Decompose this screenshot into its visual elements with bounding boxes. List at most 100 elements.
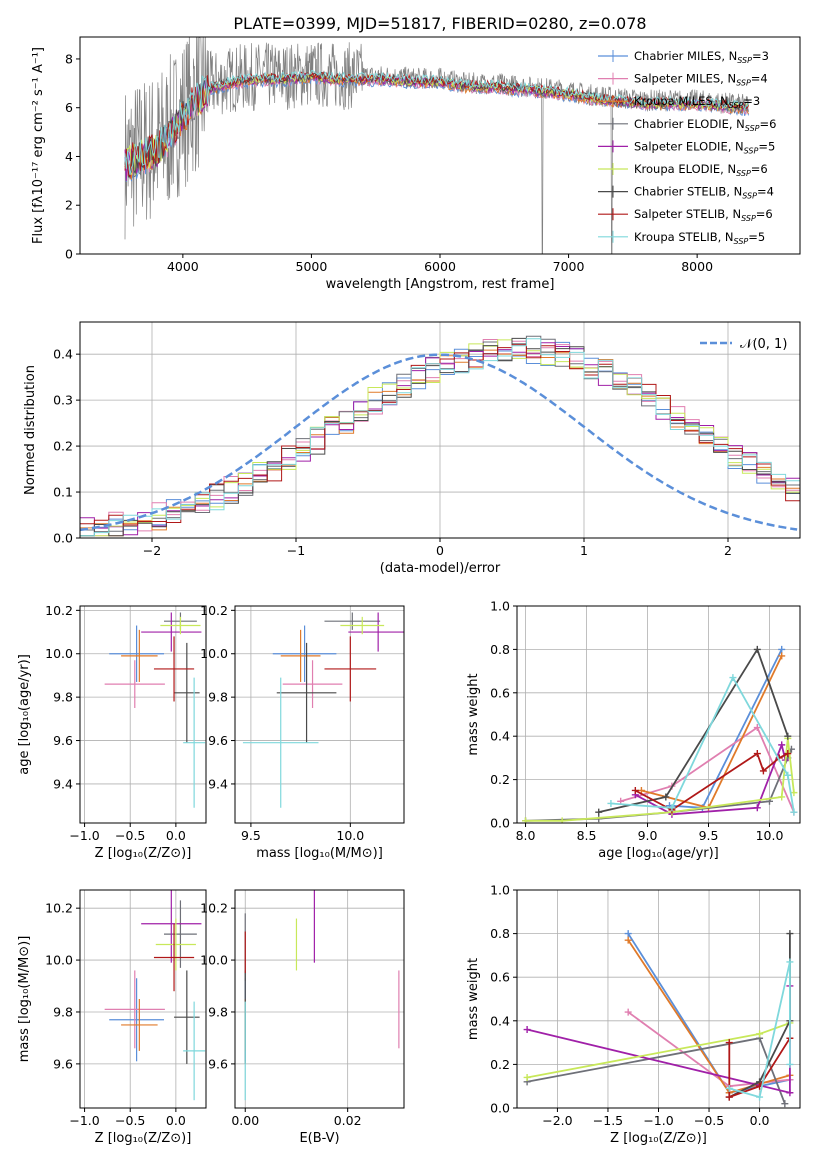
x-tick-label: −1 xyxy=(287,543,305,558)
legend-label-salpeter_stelib: Salpeter STELIB, NSSP=6 xyxy=(634,207,773,223)
x-tick-label: 0.00 xyxy=(231,1113,259,1128)
x-tick-label: −1.0 xyxy=(69,1113,99,1128)
legend-label-chabrier_miles: Chabrier MILES, NSSP=3 xyxy=(634,49,769,65)
y-tick-label: 9.4 xyxy=(53,776,73,791)
weight-marker-kroupa_stelib xyxy=(725,1084,733,1092)
legend-count: =4 xyxy=(751,72,768,86)
plot-area xyxy=(242,612,404,808)
y-tick-label: 9.4 xyxy=(208,776,228,791)
y-axis-label: Flux [fλ10⁻¹⁷ erg cm⁻² s⁻¹ A⁻¹] xyxy=(31,47,46,244)
weight-marker-kroupa_miles xyxy=(778,652,786,660)
legend-label-salpeter_miles: Salpeter MILES, NSSP=4 xyxy=(634,72,768,88)
panel-age_vs_Z: −1.0 −0.5 0.0 9.4 9.6 9.8 10.0 10.2 Z [log₁₀(Z/Z… xyxy=(17,603,207,861)
legend-count: =3 xyxy=(752,49,769,63)
x-tick-label: 2 xyxy=(724,543,732,558)
weight-marker-salpeter_stelib xyxy=(759,767,767,775)
x-tick-label: 9.5 xyxy=(241,828,261,843)
weight-marker-kroupa_elodie xyxy=(558,817,566,823)
weight-marker-salpeter_miles xyxy=(624,1008,632,1016)
legend-text: Salpeter STELIB, N xyxy=(634,207,741,221)
x-tick-label: 4000 xyxy=(167,259,199,274)
y-axis-label: mass [log₁₀(M/M⊙)] xyxy=(17,936,32,1063)
weight-marker-salpeter_stelib xyxy=(631,786,639,794)
axes-frame xyxy=(516,605,801,824)
y-tick-label: 0.0 xyxy=(490,816,510,831)
x-axis-label: Z [log₁₀(Z/Z⊙)] xyxy=(95,1131,192,1146)
legend-text: Kroupa ELODIE, N xyxy=(634,162,736,176)
legend-label-chabrier_elodie: Chabrier ELODIE, NSSP=6 xyxy=(634,117,776,133)
y-tick-label: 10.2 xyxy=(200,603,228,618)
legend-subscript: SSP xyxy=(734,237,749,246)
y-tick-label: 0.3 xyxy=(53,393,73,408)
y-tick-label: 0.1 xyxy=(53,485,73,500)
axes-frame xyxy=(79,605,207,824)
y-axis-label: Normed distribution xyxy=(23,365,38,495)
x-tick-label: 8000 xyxy=(681,259,713,274)
y-tick-label: 0.0 xyxy=(53,531,73,546)
histogram-kroupa_stelib xyxy=(80,338,800,537)
x-tick-label: −0.5 xyxy=(694,1113,724,1128)
y-tick-label: 10.2 xyxy=(45,901,73,916)
y-tick-label: 1.0 xyxy=(490,883,510,898)
y-tick-label: 9.8 xyxy=(208,1004,228,1019)
y-tick-label: 0.2 xyxy=(490,772,510,787)
y-tick-label: 9.6 xyxy=(208,1056,228,1071)
panel-massweight_vs_age: 8.0 8.5 9.0 9.5 10.0 0.0 0.2 0.4 0.6 0.8 1.0 age [l… xyxy=(466,599,801,861)
y-tick-label: 10.2 xyxy=(200,901,228,916)
legend-count: =6 xyxy=(760,117,777,131)
weight-marker-kroupa_stelib xyxy=(790,808,798,816)
y-tick-label: 0.4 xyxy=(53,347,73,362)
y-tick-label: 0 xyxy=(65,247,73,262)
y-tick-label: 9.6 xyxy=(53,1056,73,1071)
legend-count: =6 xyxy=(751,162,768,176)
x-axis-label: wavelength [Angstrom, rest frame] xyxy=(326,277,555,292)
axes-frame xyxy=(79,889,207,1109)
y-tick-label: 10.0 xyxy=(200,646,228,661)
weight-line-salpeter_miles xyxy=(620,726,795,813)
legend-count: =3 xyxy=(743,94,760,108)
legend-count: =4 xyxy=(757,185,774,199)
x-axis-label: mass [log₁₀(M/M⊙)] xyxy=(256,846,383,861)
legend-subscript: SSP xyxy=(737,56,752,65)
plot-area xyxy=(522,645,798,823)
weight-marker-kroupa_miles xyxy=(624,936,632,944)
y-tick-label: 9.6 xyxy=(208,733,228,748)
y-tick-label: 10.2 xyxy=(45,603,73,618)
legend-text: Chabrier ELODIE, N xyxy=(634,117,745,131)
weight-marker-kroupa_stelib xyxy=(786,958,794,966)
y-tick-label: 4 xyxy=(65,149,73,164)
panel-residuals: −2 −1 0 1 2 0.0 0.1 0.2 0.3 0.4 (data-model)/error… xyxy=(23,321,801,576)
weight-line-kroupa_elodie xyxy=(525,738,795,822)
x-tick-label: 8.0 xyxy=(516,828,536,843)
figure-title: PLATE=0399, MJD=51817, FIBERID=0280, z=0… xyxy=(233,14,646,33)
legend-count: =5 xyxy=(758,139,775,153)
y-tick-label: 9.8 xyxy=(208,690,228,705)
legend-subscript: SSP xyxy=(729,101,744,110)
legend-text: Salpeter MILES, N xyxy=(634,72,736,86)
legend-label-kroupa_elodie: Kroupa ELODIE, NSSP=6 xyxy=(634,162,768,178)
y-tick-label: 0.4 xyxy=(490,729,510,744)
plot-area xyxy=(244,890,400,1101)
x-tick-label: 6000 xyxy=(424,259,456,274)
weight-marker-chabrier_stelib xyxy=(662,793,670,801)
weight-line-kroupa_stelib xyxy=(729,961,791,1099)
legend-subscript: SSP xyxy=(741,214,756,223)
weight-marker-salpeter_elodie xyxy=(523,1026,531,1034)
weight-marker-kroupa_stelib xyxy=(668,804,676,812)
legend-label-normal: 𝒩(0, 1) xyxy=(740,337,787,352)
y-tick-label: 10.0 xyxy=(200,953,228,968)
x-tick-label: −1.5 xyxy=(593,1113,623,1128)
y-tick-label: 9.8 xyxy=(53,690,73,705)
x-tick-label: 8.5 xyxy=(577,828,597,843)
x-tick-label: 10.0 xyxy=(336,828,364,843)
y-tick-label: 9.6 xyxy=(53,733,73,748)
legend-label-chabrier_stelib: Chabrier STELIB, NSSP=4 xyxy=(634,185,774,201)
y-tick-label: 0.8 xyxy=(490,926,510,941)
panel-mass_vs_Z: −1.0 −0.5 0.0 9.6 9.8 10.0 10.2 Z [log₁₀(Z/Z⊙)]… xyxy=(17,889,207,1146)
histogram-salpeter_stelib xyxy=(80,344,800,526)
y-tick-label: 0.2 xyxy=(490,1057,510,1072)
panel-mass_vs_ebv: 0.00 0.02 9.6 9.8 10.0 10.2 E(B-V) xyxy=(200,889,405,1146)
plot-area xyxy=(80,335,800,537)
weight-line-chabrier_elodie xyxy=(525,748,793,822)
y-tick-label: 0.4 xyxy=(490,1013,510,1028)
